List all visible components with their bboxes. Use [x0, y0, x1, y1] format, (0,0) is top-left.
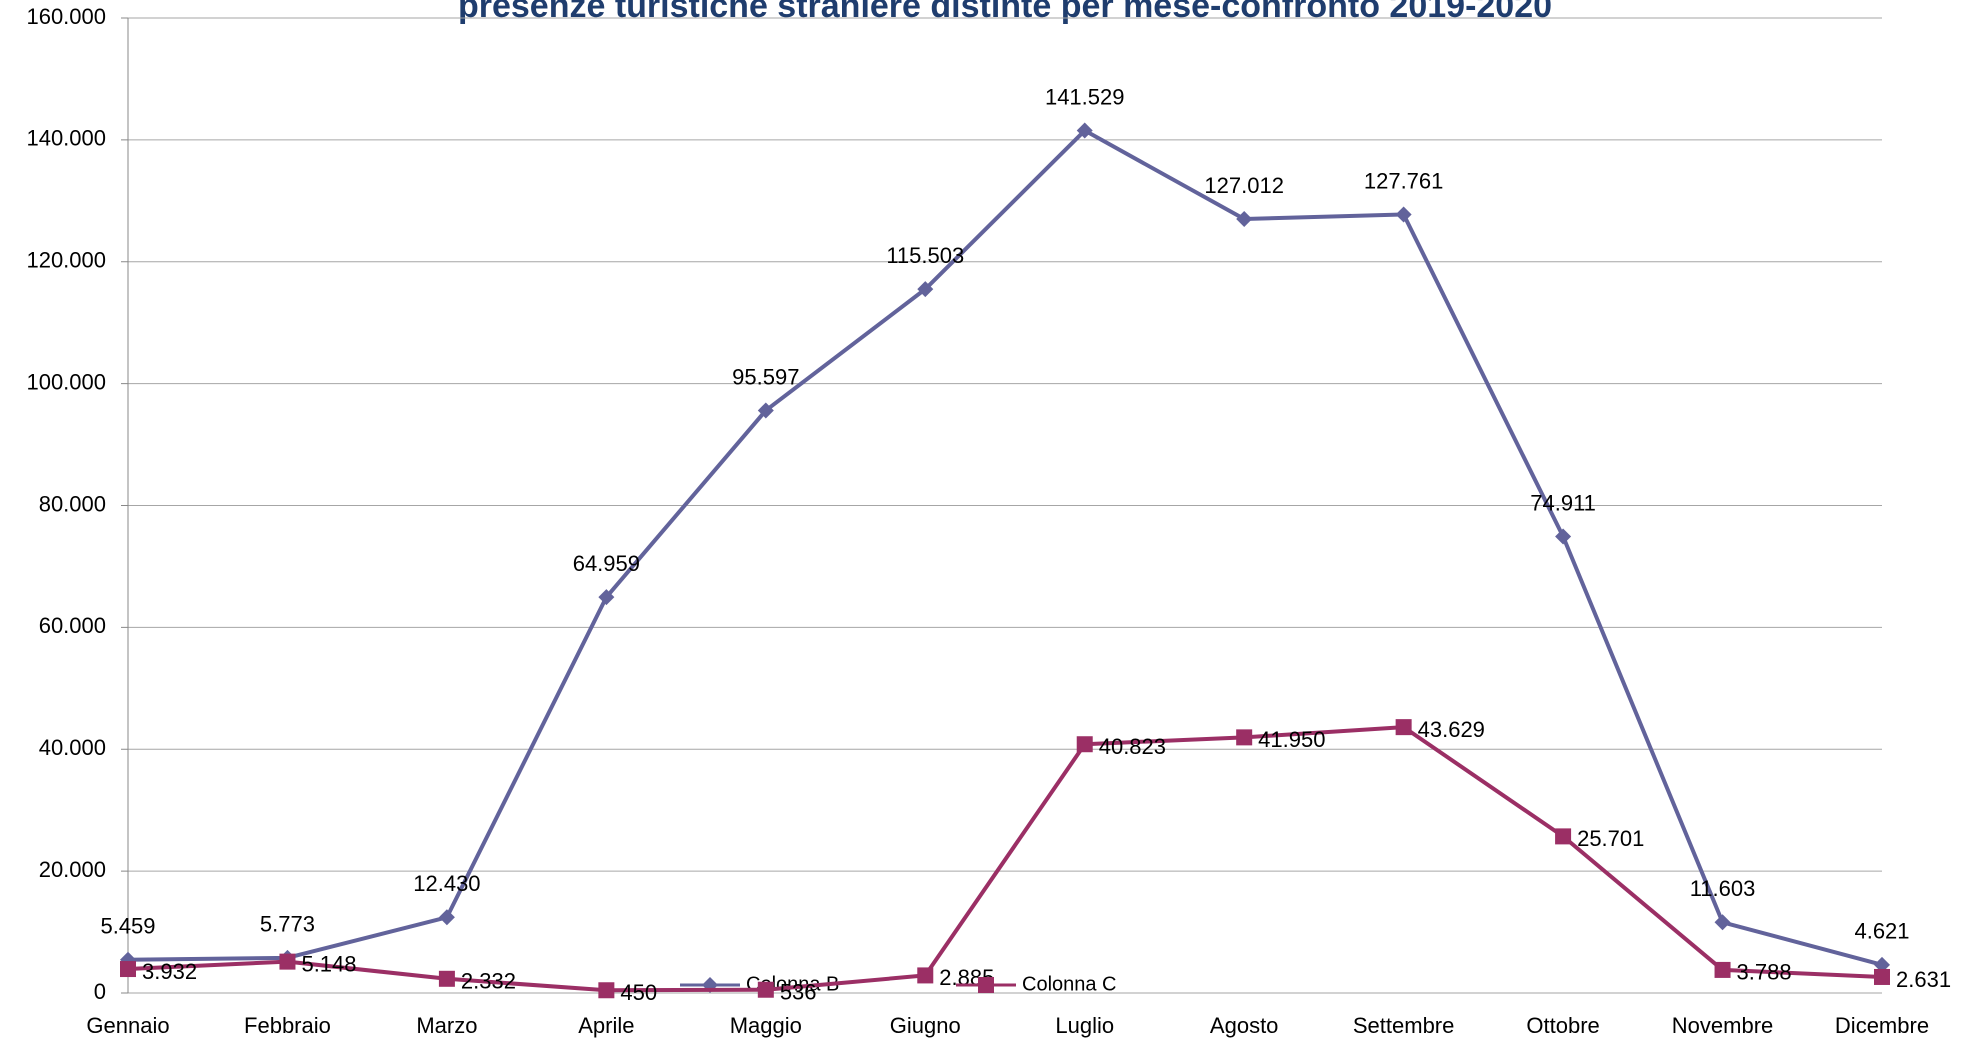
point	[1874, 968, 1890, 985]
point	[1395, 719, 1412, 736]
x-tick-label: Settembre	[1353, 1013, 1455, 1038]
x-tick-label: Aprile	[578, 1013, 634, 1038]
point	[757, 402, 774, 419]
point	[279, 953, 296, 970]
y-tick-label: 80.000	[39, 491, 106, 516]
point	[1714, 914, 1731, 931]
y-tick-label: 120.000	[26, 248, 106, 273]
point	[917, 967, 934, 984]
legend-label: Colonna C	[1022, 973, 1117, 995]
point	[1555, 528, 1572, 545]
point	[1395, 206, 1412, 223]
data-label: 127.012	[1204, 173, 1284, 198]
x-tick-label: Agosto	[1210, 1013, 1279, 1038]
point	[438, 970, 455, 987]
data-label: 95.597	[732, 364, 799, 389]
y-tick-label: 100.000	[26, 369, 106, 394]
data-label: 40.823	[1099, 734, 1166, 759]
x-tick-label: Febbraio	[244, 1013, 331, 1038]
data-label: 3.932	[142, 959, 197, 984]
point	[1714, 961, 1731, 978]
point	[1555, 828, 1572, 845]
x-tick-label: Gennaio	[86, 1013, 169, 1038]
x-tick-label: Novembre	[1672, 1013, 1773, 1038]
y-tick-label: 20.000	[39, 857, 106, 882]
point	[598, 982, 615, 999]
point	[438, 909, 455, 926]
data-label: 2.631	[1896, 967, 1951, 992]
data-label: 25.701	[1577, 826, 1644, 851]
series-line	[127, 725, 1883, 993]
data-label: 127.761	[1364, 168, 1444, 193]
point	[598, 589, 615, 606]
data-label: 115.503	[886, 243, 964, 268]
data-label: 5.773	[260, 912, 315, 937]
data-label: 74.911	[1530, 490, 1596, 515]
data-label: 11.603	[1690, 876, 1756, 901]
y-tick-label: 160.000	[26, 4, 106, 29]
point	[1874, 956, 1890, 973]
x-tick-label: Ottobre	[1526, 1013, 1599, 1038]
x-tick-label: Dicembre	[1835, 1013, 1929, 1038]
y-tick-label: 0	[94, 979, 106, 1004]
data-label: 41.950	[1258, 727, 1325, 752]
point	[120, 961, 136, 978]
x-tick-label: Maggio	[730, 1013, 802, 1038]
point	[1236, 211, 1253, 228]
data-label: 450	[620, 980, 657, 1005]
point	[757, 981, 774, 998]
chart-title: presenze turistiche straniere distinte p…	[458, 0, 1552, 25]
data-label: 43.629	[1418, 717, 1485, 742]
y-tick-label: 40.000	[39, 735, 106, 760]
data-label: 5.459	[100, 914, 155, 939]
y-tick-label: 60.000	[39, 613, 106, 638]
data-label: 5.148	[301, 951, 356, 976]
x-tick-label: Luglio	[1055, 1013, 1114, 1038]
x-tick-label: Giugno	[890, 1013, 961, 1038]
series-line	[127, 128, 1883, 967]
data-label: 64.959	[573, 551, 640, 576]
data-label: 141.529	[1045, 84, 1125, 109]
data-label: 2.332	[461, 969, 516, 994]
y-tick-label: 140.000	[26, 126, 106, 151]
point	[978, 977, 994, 993]
x-tick-label: Marzo	[416, 1013, 477, 1038]
data-label: 4.621	[1854, 919, 1909, 944]
data-label: 3.788	[1737, 960, 1792, 985]
point	[1076, 736, 1093, 753]
point	[917, 281, 934, 298]
data-label: 12.430	[413, 871, 480, 896]
data-label: 536	[780, 980, 817, 1005]
point	[1236, 729, 1253, 746]
point	[1076, 122, 1093, 139]
